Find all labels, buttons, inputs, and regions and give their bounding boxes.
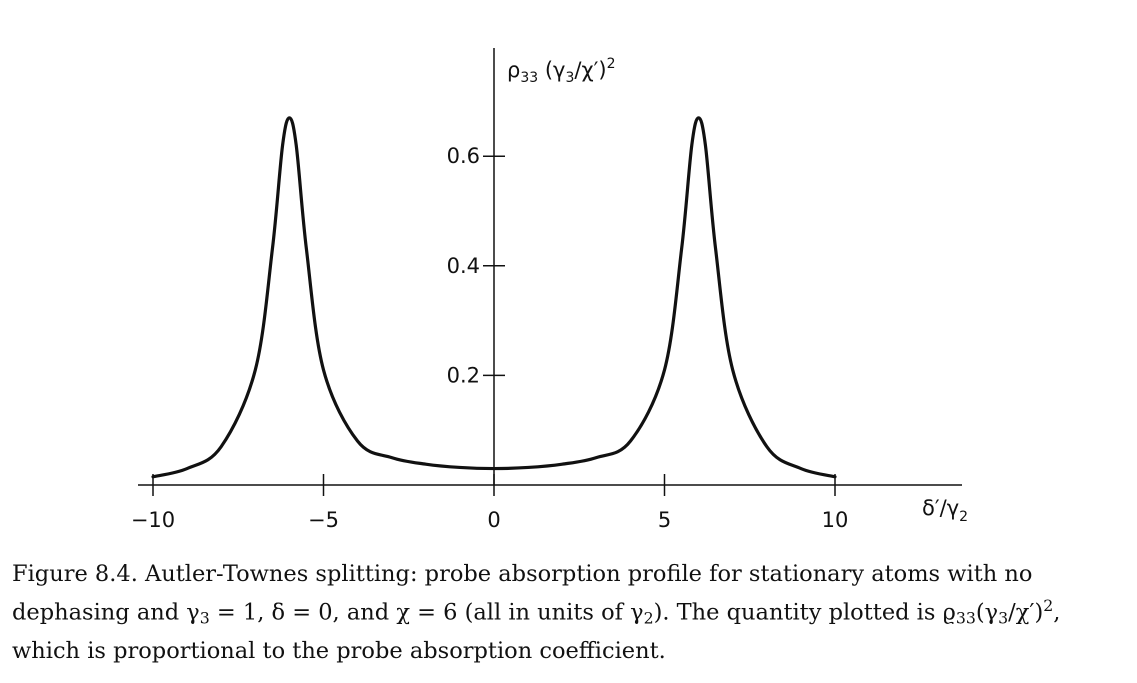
x-tick-label: 0 — [487, 508, 500, 532]
x-ticks: −10 −5 0 5 10 — [131, 474, 849, 532]
y-tick-label: 0.4 — [447, 254, 480, 278]
x-tick-label: −10 — [131, 508, 175, 532]
x-tick-label: 10 — [822, 508, 849, 532]
chart: −10 −5 0 5 10 0.2 0.4 0.6 ρ33 (γ3/χ′)2 δ′/γ2 — [131, 48, 968, 532]
caption-line-1: Figure 8.4. Autler-Townes splitting: pro… — [12, 561, 1033, 587]
x-tick-label: −5 — [308, 508, 339, 532]
x-axis-title: δ′/γ2 — [922, 496, 968, 525]
series-line — [151, 116, 837, 479]
y-ticks: 0.2 0.4 0.6 — [447, 144, 505, 387]
y-axis-title: ρ33 (γ3/χ′)2 — [507, 56, 615, 86]
y-tick-label: 0.6 — [447, 144, 480, 168]
y-tick-label: 0.2 — [447, 363, 480, 387]
x-tick-label: 5 — [658, 508, 671, 532]
figure-caption: Figure 8.4. Autler-Townes splitting: pro… — [12, 558, 1122, 667]
caption-line-3: which is proportional to the probe absor… — [12, 637, 666, 664]
caption-line-2: dephasing and γ3 = 1, δ = 0, and χ = 6 (… — [12, 596, 1061, 628]
